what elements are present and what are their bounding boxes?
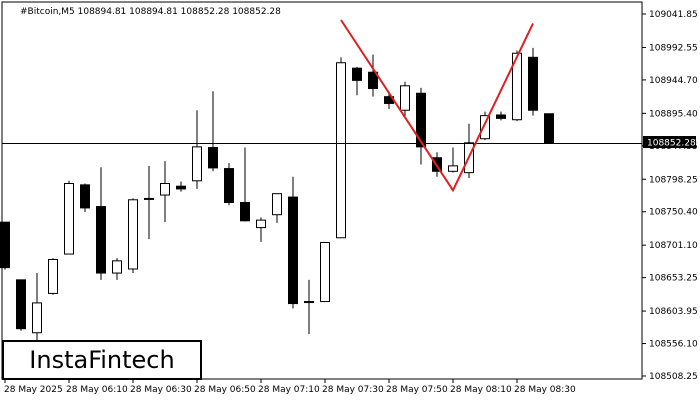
candle: [192, 110, 202, 189]
candle: [304, 279, 314, 335]
candle-body-bullish: [400, 85, 410, 111]
x-tick-label: 28 May 06:30: [130, 385, 192, 395]
candle: [0, 221, 10, 270]
y-tick-label: 108750.40: [649, 208, 698, 218]
y-tick-label: 108944.70: [649, 76, 698, 86]
x-tick-label: 28 May 06:10: [66, 385, 128, 395]
candle: [448, 147, 458, 173]
candle-body-bearish: [416, 92, 426, 148]
candle-body-bearish: [208, 147, 218, 169]
candle-body-bullish: [448, 165, 458, 172]
candle-body-bearish: [0, 221, 10, 269]
candle-body-bullish: [144, 197, 154, 200]
candle-body-bearish: [240, 201, 250, 222]
candle-body-bullish: [112, 260, 122, 274]
candle-body-bearish: [528, 56, 538, 111]
candle: [112, 258, 122, 280]
candle-body-bearish: [368, 71, 378, 90]
y-tick-label: 108508.25: [649, 372, 698, 382]
candle: [128, 198, 138, 274]
candle: [48, 258, 58, 295]
candle: [368, 54, 378, 97]
candle-body-bearish: [288, 196, 298, 305]
candle-body-bullish: [160, 183, 170, 196]
candle-body-bearish: [80, 184, 90, 209]
candle-body-bearish: [496, 114, 506, 119]
candle: [544, 113, 554, 144]
candle-body-bullish: [304, 301, 314, 304]
x-tick-label: 28 May 08:30: [514, 385, 576, 395]
y-tick-label: 108556.10: [649, 340, 698, 350]
y-tick-label: 108895.40: [649, 109, 698, 119]
candle-body-bullish: [256, 219, 266, 229]
candle-body-bullish: [192, 146, 202, 182]
current-price-label: 108852.28: [647, 139, 696, 149]
candle: [96, 167, 106, 280]
x-tick-label: 28 May 06:50: [194, 385, 256, 395]
plot-frame: [1, 1, 643, 380]
candle-body-bearish: [224, 168, 234, 203]
instafintech-logo: InstaFintech: [2, 340, 202, 380]
candle-body-bullish: [480, 115, 490, 140]
candle-body-bullish: [48, 258, 58, 294]
candle-body-bullish: [336, 62, 346, 239]
candle-body-bearish: [544, 113, 554, 144]
y-tick-label: 108798.25: [649, 175, 698, 185]
candle-body-bullish: [64, 183, 74, 255]
candle-body-bullish: [320, 242, 330, 303]
candle: [208, 91, 218, 172]
candle-body-bearish: [176, 185, 186, 190]
candle: [288, 176, 298, 309]
candle: [176, 181, 186, 192]
x-tick-label: 28 May 07:30: [322, 385, 384, 395]
x-tick-label: 28 May 07:50: [386, 385, 448, 395]
candle-body-bullish: [512, 52, 522, 121]
candle: [32, 273, 42, 352]
candle: [16, 279, 26, 331]
candle: [352, 66, 362, 96]
current-price-badge-bg: [643, 136, 696, 148]
x-tick-label: 28 May 08:10: [450, 385, 512, 395]
candle: [320, 242, 330, 303]
candle-body-bearish: [16, 279, 26, 330]
x-tick-label: 28 May 07:10: [258, 385, 320, 395]
candle: [400, 81, 410, 118]
candle: [272, 193, 282, 223]
logo-box: [2, 340, 202, 380]
candle-body-bullish: [272, 193, 282, 216]
current-price-badge: 108852.28: [643, 136, 696, 149]
y-tick-label: 109041.85: [649, 10, 698, 20]
candle: [256, 217, 266, 242]
y-tick-label: 108603.95: [649, 307, 698, 317]
candle: [80, 183, 90, 212]
double-top-pattern-line: [340, 19, 534, 193]
candle: [64, 180, 74, 255]
candle: [224, 163, 234, 206]
candle-body-bearish: [96, 206, 106, 274]
symbol-info: #Bitcoin,M5 108894.81 108894.81 108852.2…: [20, 7, 281, 17]
candle-body-bullish: [128, 199, 138, 270]
y-tick-label: 108653.25: [649, 274, 698, 284]
candle: [512, 50, 522, 122]
candle: [416, 87, 426, 165]
candle: [240, 147, 250, 222]
candle: [160, 161, 170, 223]
time-axis: 28 May 2025 28 May 06:10 28 May 06:30 28 Ma…: [4, 379, 576, 395]
logo-text: InstaFintech: [29, 346, 174, 374]
y-tick-label: 108992.55: [649, 43, 698, 53]
x-tick-label: 28 May 2025: [4, 385, 63, 395]
y-tick-label: 108701.10: [649, 241, 698, 251]
candle: [496, 111, 506, 121]
candle-body-bullish: [32, 302, 42, 334]
candle-body-bearish: [352, 67, 362, 81]
candle: [528, 47, 538, 116]
candles-layer: [0, 47, 554, 352]
candle: [144, 165, 154, 240]
candle: [336, 57, 346, 239]
